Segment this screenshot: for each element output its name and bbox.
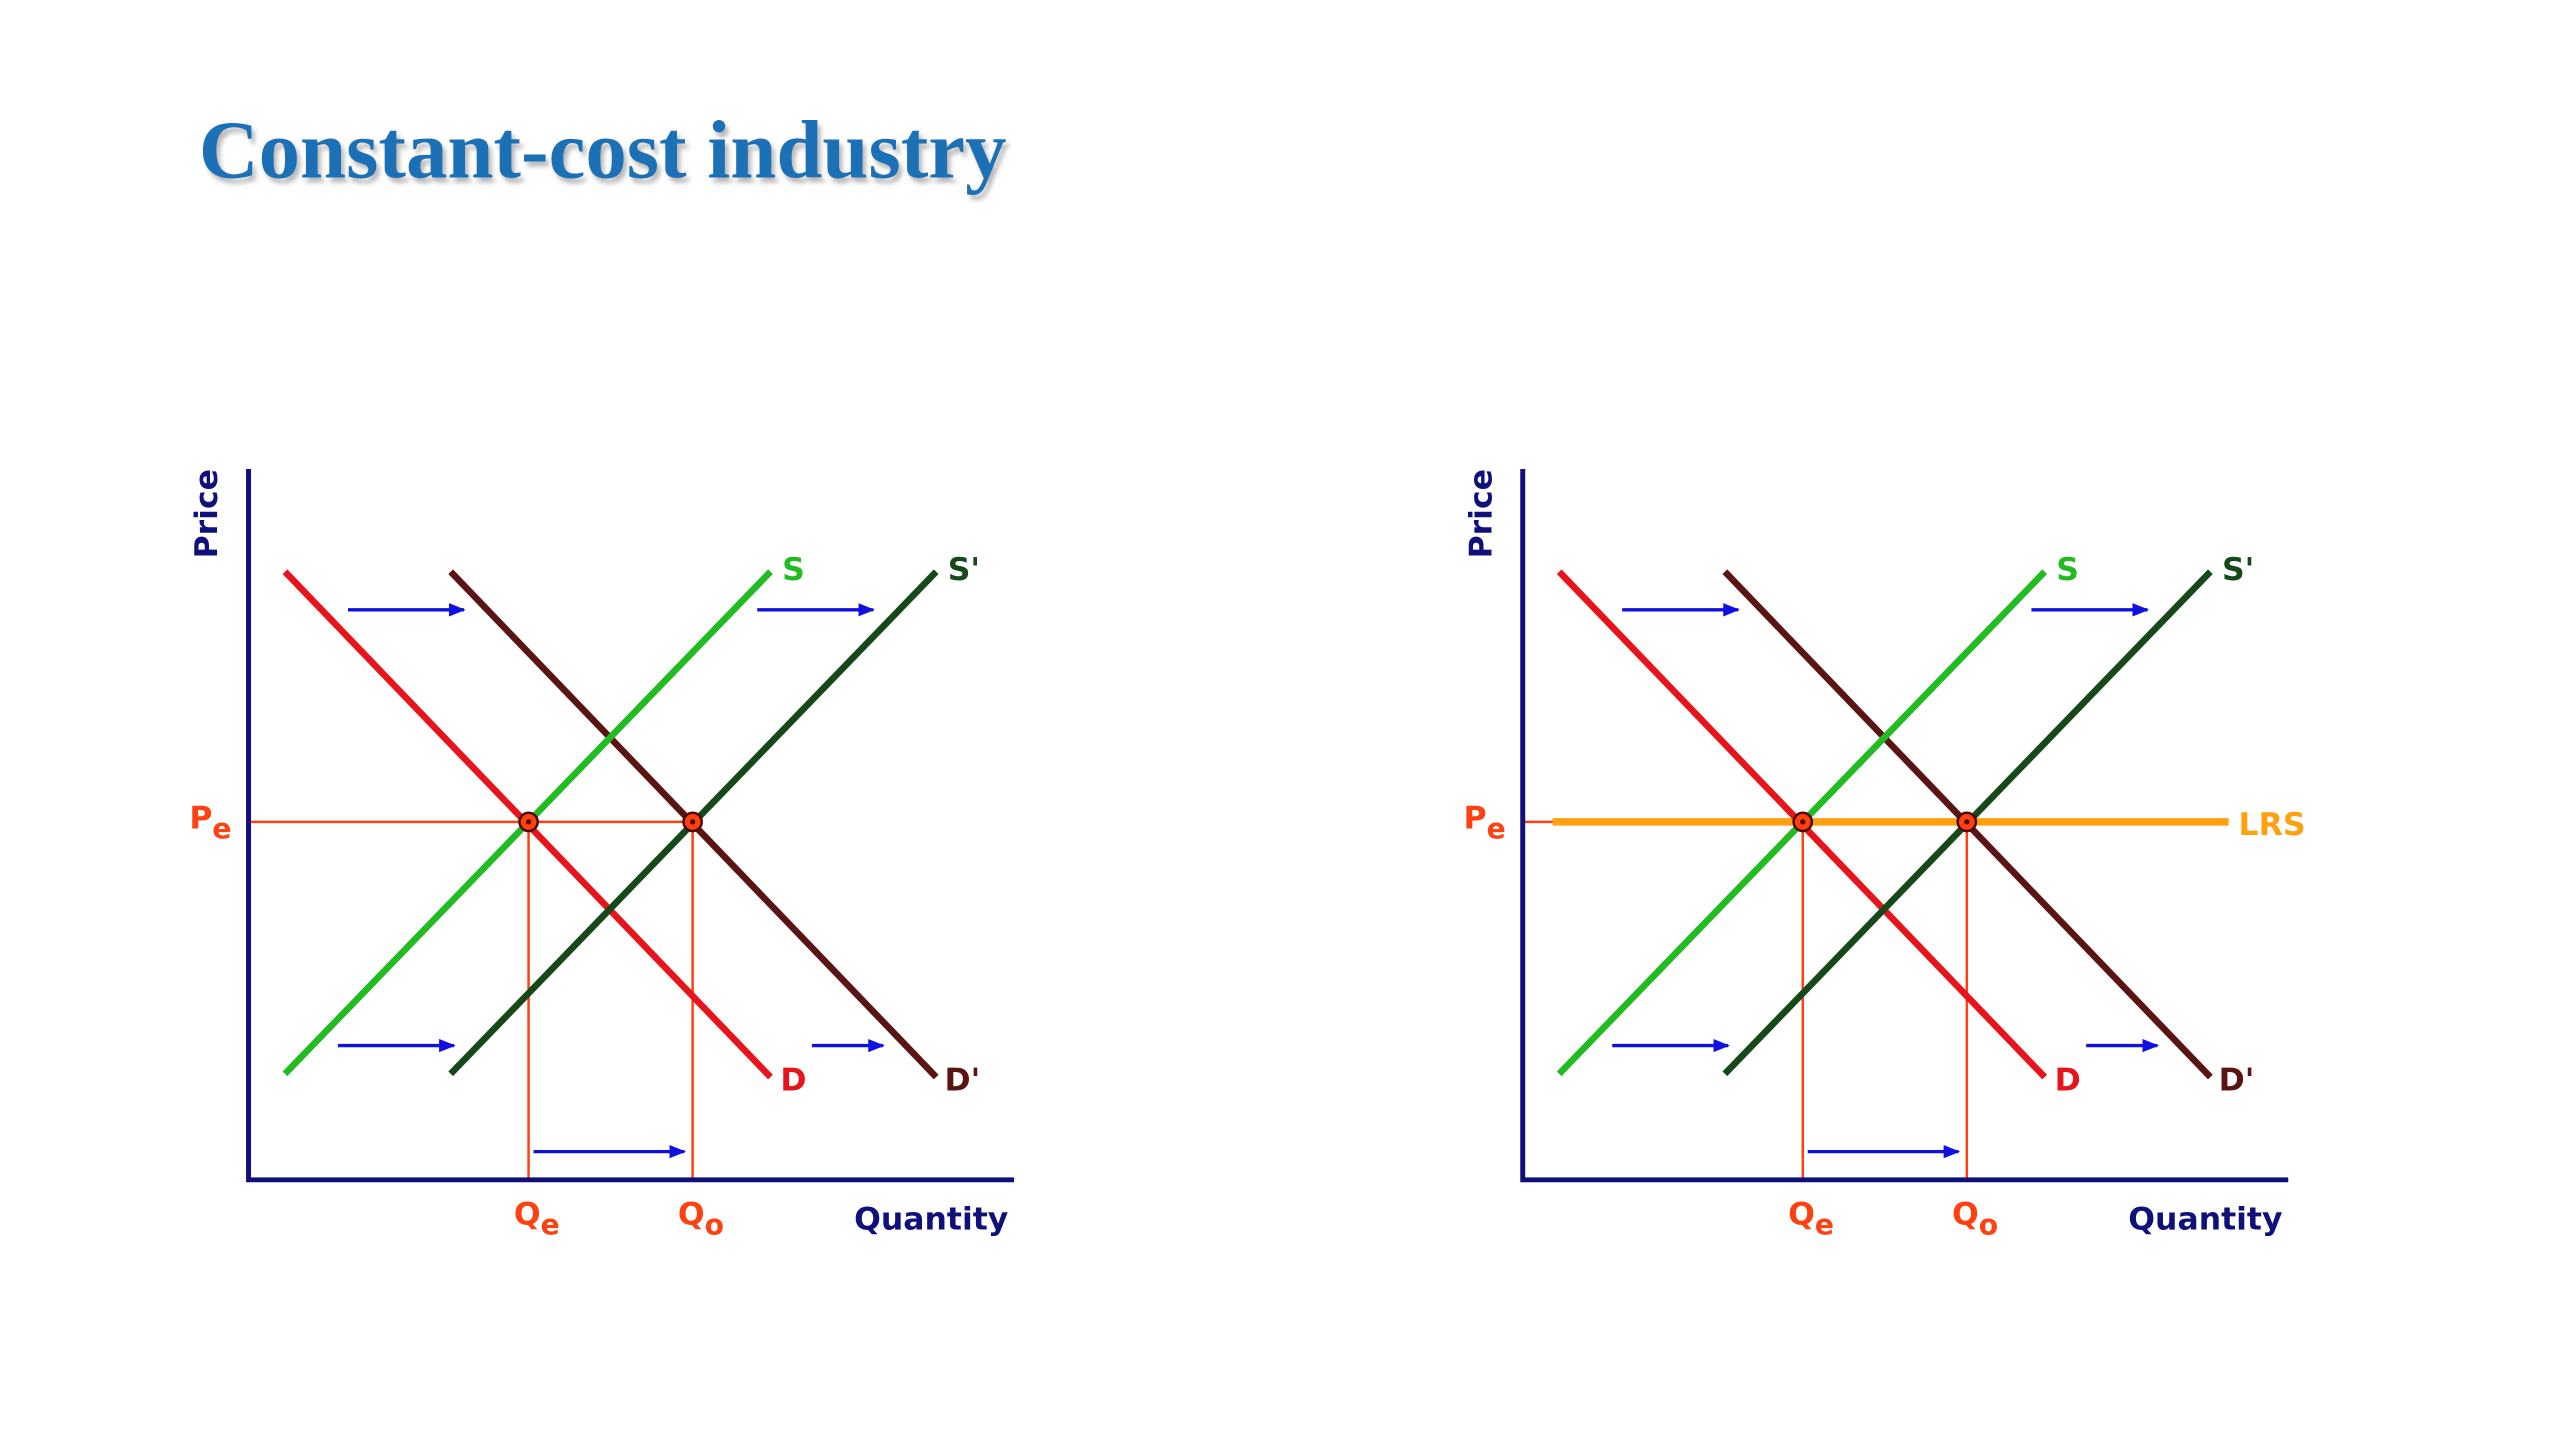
axes <box>246 468 1015 1183</box>
equilibrium-dot <box>525 819 532 825</box>
supply-label: S <box>2056 552 2079 588</box>
price-label: Pe <box>189 801 231 846</box>
supply-label: S <box>782 552 805 588</box>
quantity-label-subscript: o <box>705 1208 724 1241</box>
price-label: Pe <box>1464 801 1506 846</box>
quantity-label-letter: Q <box>514 1197 541 1233</box>
slide-title: Constant-cost industry <box>199 103 1007 195</box>
price-label-subscript: e <box>1487 812 1506 845</box>
demand-shifted-label: D' <box>944 1062 980 1098</box>
y-axis-label: Price <box>1463 469 1499 558</box>
price-label-letter: P <box>189 801 212 837</box>
equilibrium-dot <box>1800 819 1806 825</box>
demand-label: D <box>2055 1062 2081 1098</box>
quantity-label-subscript: e <box>541 1208 560 1241</box>
supply-shifted-label: S' <box>948 552 980 588</box>
price-label-letter: P <box>1464 801 1487 837</box>
axes <box>1520 468 2289 1183</box>
y-axis-label: Price <box>189 469 225 558</box>
demand-shifted-label: D' <box>2219 1062 2255 1098</box>
quantity-label: Qo <box>678 1197 724 1242</box>
quantity-label-letter: Q <box>1788 1197 1815 1233</box>
price-label-subscript: e <box>212 812 231 845</box>
quantity-label-letter: Q <box>1952 1197 1979 1233</box>
quantity-label: Qo <box>1952 1197 1998 1242</box>
supply-shifted-label: S' <box>2222 552 2254 588</box>
x-axis-label: Quantity <box>854 1202 1008 1238</box>
demand-label: D <box>780 1062 806 1098</box>
quantity-label-subscript: o <box>1979 1208 1998 1241</box>
equilibrium-dot <box>1964 819 1970 825</box>
quantity-label-letter: Q <box>678 1197 705 1233</box>
quantity-label-subscript: e <box>1815 1208 1834 1241</box>
x-axis-label: Quantity <box>2128 1202 2282 1238</box>
equilibrium-dot <box>689 819 696 825</box>
quantity-label: Qe <box>1788 1197 1834 1242</box>
quantity-label: Qe <box>514 1197 560 1242</box>
lrs-label: LRS <box>2239 807 2306 843</box>
